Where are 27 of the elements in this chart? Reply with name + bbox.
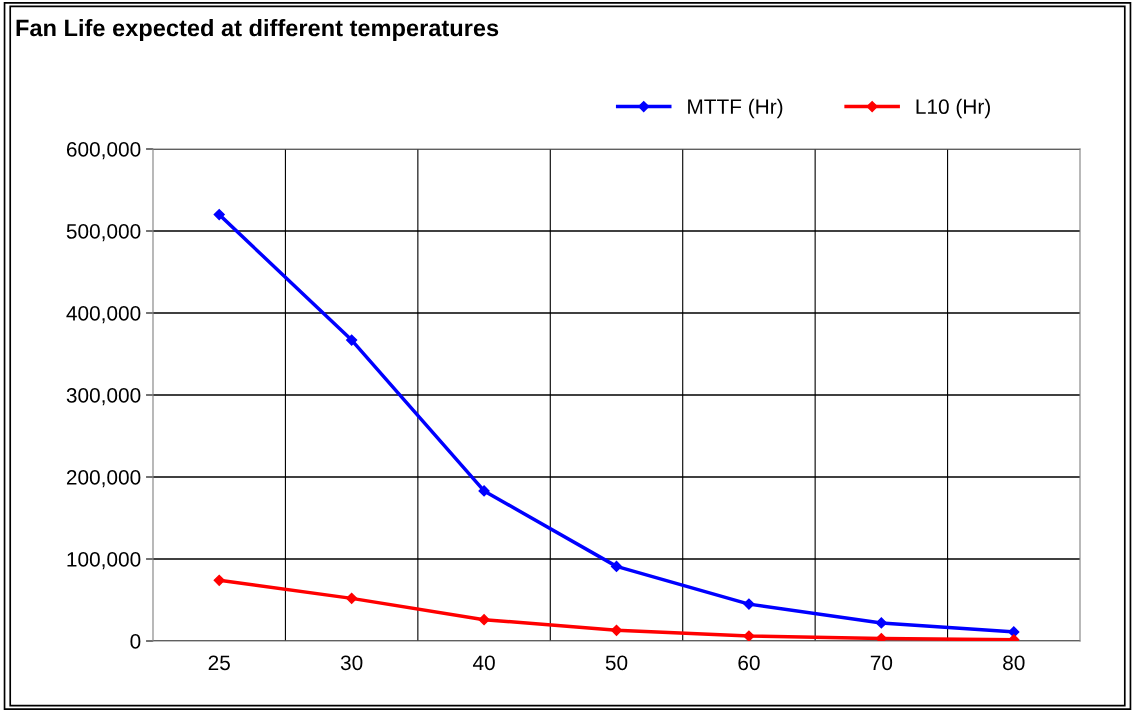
point [875, 617, 887, 629]
y-tick-label: 600,000 [66, 142, 141, 160]
point [346, 592, 358, 604]
y-tick-label: 100,000 [67, 552, 141, 570]
point [213, 208, 225, 221]
point [346, 334, 358, 346]
x-tick-label: 40 [472, 655, 495, 671]
chart-title: Fan Life expected at different temperatures [16, 19, 499, 41]
x-tick-label: 25 [208, 655, 230, 671]
legend-label: MTTF (Hr) [688, 98, 783, 119]
y-tick-label: 300,000 [66, 388, 141, 406]
point [478, 485, 490, 497]
point [478, 614, 490, 626]
y-tick-label: 200,000 [66, 470, 141, 488]
x-tick-label: 80 [1003, 655, 1025, 671]
point [213, 574, 225, 586]
y-tick-label: 0 [130, 634, 141, 649]
x-tick-label: 30 [340, 655, 363, 671]
x-tick-label: 70 [870, 655, 893, 671]
y-tick-label: 400,000 [66, 306, 141, 324]
point [743, 598, 755, 610]
point [610, 560, 623, 572]
y-tick-label: 500,000 [66, 224, 141, 242]
x-tick-label: 60 [738, 655, 760, 671]
legend-label: L10 (Hr) [916, 98, 990, 119]
x-tick-label: 50 [605, 655, 628, 671]
point [743, 630, 755, 641]
